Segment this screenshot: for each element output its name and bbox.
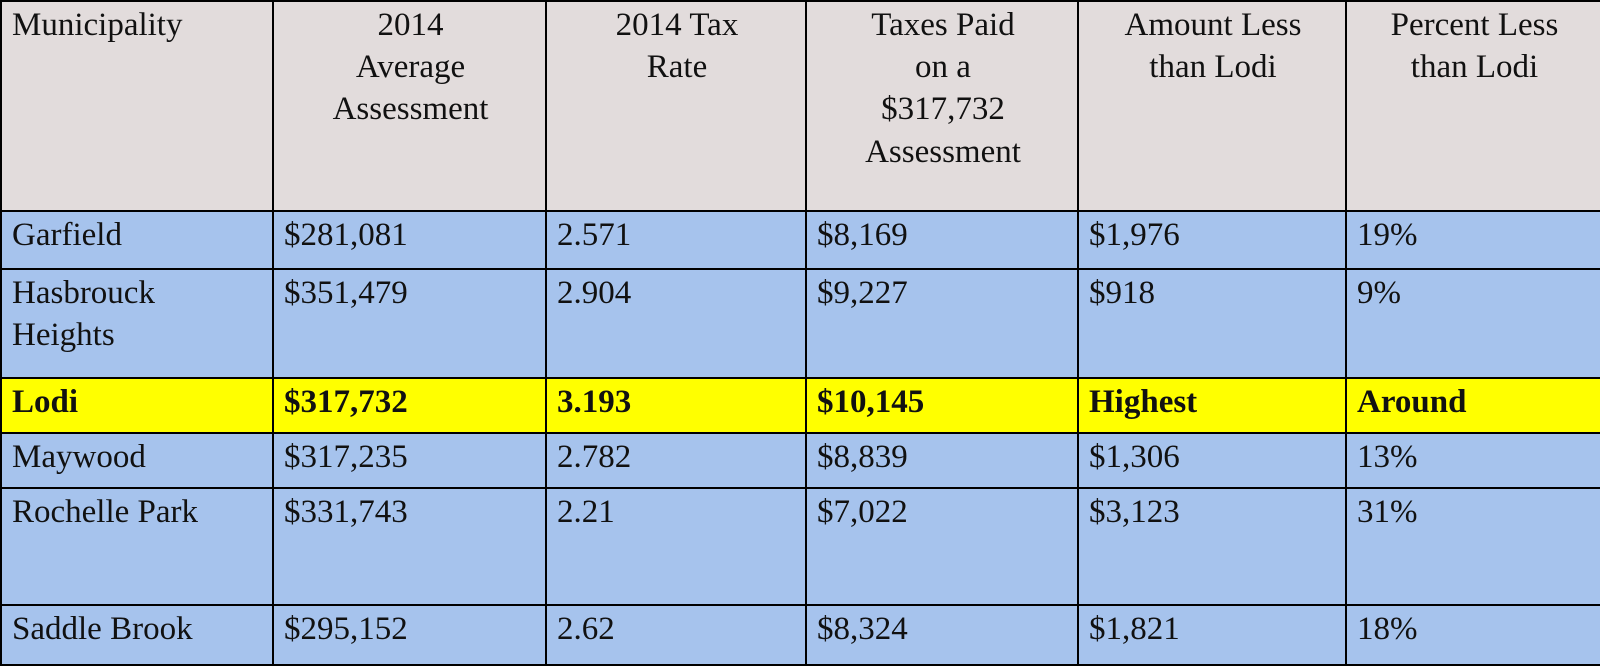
cell-assessment: $317,235 xyxy=(272,432,547,489)
cell-tax-rate: 3.193 xyxy=(545,377,807,434)
cell-municipality: Maywood xyxy=(0,432,274,489)
table-body: Garfield $281,081 2.571 $8,169 $1,976 19… xyxy=(0,210,1600,666)
table-row: Garfield $281,081 2.571 $8,169 $1,976 19… xyxy=(0,210,1600,270)
cell-tax-rate: 2.904 xyxy=(545,268,807,379)
cell-amount-less: $3,123 xyxy=(1077,487,1347,606)
cell-amount-less: Highest xyxy=(1077,377,1347,434)
cell-percent-less: Around xyxy=(1345,377,1600,434)
cell-tax-rate: 2.782 xyxy=(545,432,807,489)
cell-percent-less: 9% xyxy=(1345,268,1600,379)
cell-municipality: Hasbrouck Heights xyxy=(0,268,274,379)
header-text-amount-line2: than Lodi xyxy=(1149,49,1277,86)
header-text-paid-line4: Assessment xyxy=(865,133,1021,170)
cell-taxes-paid: $7,022 xyxy=(805,487,1079,606)
cell-tax-rate: 2.571 xyxy=(545,210,807,270)
header-text-amount-line1: Amount Less xyxy=(1124,7,1302,43)
column-header-tax-rate: 2014 Tax Rate xyxy=(545,0,807,212)
cell-amount-less: $918 xyxy=(1077,268,1347,379)
column-header-taxes-paid: Taxes Paid on a $317,732 Assessment xyxy=(805,0,1079,212)
column-header-municipality: Municipality xyxy=(0,0,274,212)
cell-amount-less: $1,976 xyxy=(1077,210,1347,270)
cell-percent-less: 31% xyxy=(1345,487,1600,606)
header-text-assessment-line3: Assessment xyxy=(332,91,489,128)
cell-percent-less: 13% xyxy=(1345,432,1600,489)
cell-municipality: Lodi xyxy=(0,377,274,434)
table-row: Saddle Brook $295,152 2.62 $8,324 $1,821… xyxy=(0,604,1600,666)
header-text-paid-line1: Taxes Paid xyxy=(871,7,1015,43)
cell-assessment: $317,732 xyxy=(272,377,547,434)
cell-assessment: $331,743 xyxy=(272,487,547,606)
cell-municipality: Saddle Brook xyxy=(0,604,274,666)
cell-tax-rate: 2.21 xyxy=(545,487,807,606)
table-row: Maywood $317,235 2.782 $8,839 $1,306 13% xyxy=(0,432,1600,489)
header-text-paid-line2: on a xyxy=(915,49,971,86)
column-header-assessment: 2014 Average Assessment xyxy=(272,0,547,212)
table-header: Municipality 2014 Average Assessment 201… xyxy=(0,0,1600,212)
cell-assessment: $351,479 xyxy=(272,268,547,379)
cell-taxes-paid: $8,169 xyxy=(805,210,1079,270)
cell-taxes-paid: $10,145 xyxy=(805,377,1079,434)
header-text-rate-line1: 2014 Tax xyxy=(615,7,739,43)
header-text-percent-line1: Percent Less xyxy=(1390,7,1559,43)
column-header-percent-less: Percent Less than Lodi xyxy=(1345,0,1600,212)
cell-taxes-paid: $9,227 xyxy=(805,268,1079,379)
header-row: Municipality 2014 Average Assessment 201… xyxy=(0,0,1600,212)
header-text-municipality: Municipality xyxy=(12,7,183,43)
column-header-amount-less: Amount Less than Lodi xyxy=(1077,0,1347,212)
cell-amount-less: $1,821 xyxy=(1077,604,1347,666)
header-text-percent-line2: than Lodi xyxy=(1410,49,1539,86)
table-row: Hasbrouck Heights $351,479 2.904 $9,227 … xyxy=(0,268,1600,379)
cell-percent-less: 18% xyxy=(1345,604,1600,666)
table-row-highlighted: Lodi $317,732 3.193 $10,145 Highest Arou… xyxy=(0,377,1600,434)
cell-municipality: Garfield xyxy=(0,210,274,270)
header-text-rate-line2: Rate xyxy=(646,49,708,86)
cell-municipality: Rochelle Park xyxy=(0,487,274,606)
cell-taxes-paid: $8,324 xyxy=(805,604,1079,666)
header-text-assessment-line1: 2014 xyxy=(377,7,444,43)
header-text-assessment-line2: Average xyxy=(355,49,466,86)
table-row: Rochelle Park $331,743 2.21 $7,022 $3,12… xyxy=(0,487,1600,606)
cell-assessment: $281,081 xyxy=(272,210,547,270)
cell-assessment: $295,152 xyxy=(272,604,547,666)
cell-taxes-paid: $8,839 xyxy=(805,432,1079,489)
cell-percent-less: 19% xyxy=(1345,210,1600,270)
header-text-paid-line3: $317,732 xyxy=(881,91,1005,128)
cell-amount-less: $1,306 xyxy=(1077,432,1347,489)
cell-tax-rate: 2.62 xyxy=(545,604,807,666)
